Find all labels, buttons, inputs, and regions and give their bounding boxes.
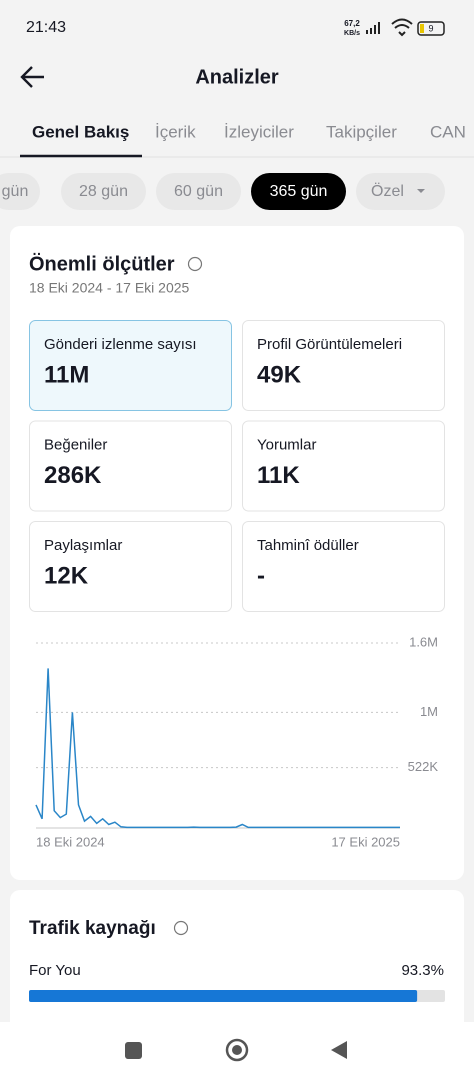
net-speed: 67,2 bbox=[344, 19, 360, 28]
info-icon[interactable] bbox=[173, 920, 189, 936]
traffic-value: 93.3% bbox=[401, 962, 444, 979]
x-label: 18 Eki 2024 bbox=[36, 834, 105, 849]
net-unit: KB/s bbox=[344, 30, 360, 37]
metric-label: Paylaşımlar bbox=[44, 537, 122, 554]
range-label: Özel bbox=[371, 182, 404, 200]
range-label: gün bbox=[2, 183, 29, 200]
range-label: 28 gün bbox=[79, 183, 128, 200]
traffic-label: For You bbox=[29, 962, 81, 979]
y-tick-label: 522K bbox=[408, 759, 439, 774]
metric-card[interactable] bbox=[29, 521, 232, 612]
battery-text: 9 bbox=[428, 23, 433, 33]
metric-value: 11M bbox=[44, 361, 89, 388]
date-range: 18 Eki 2024 - 17 Eki 2025 bbox=[29, 280, 190, 296]
wifi-icon bbox=[391, 18, 413, 37]
info-icon[interactable] bbox=[187, 256, 203, 272]
dropdown-caret bbox=[417, 189, 425, 193]
range-label: 60 gün bbox=[174, 183, 223, 200]
tab[interactable]: Genel Bakış bbox=[32, 122, 129, 141]
metric-card[interactable] bbox=[242, 320, 445, 411]
range-pill[interactable] bbox=[61, 173, 146, 210]
metric-value: - bbox=[257, 562, 265, 589]
nav-home-dot bbox=[232, 1045, 242, 1055]
metric-label: Yorumlar bbox=[257, 436, 316, 453]
signal bbox=[366, 22, 380, 34]
status-time: 21:43 bbox=[26, 19, 66, 36]
y-tick-label: 1.6M bbox=[409, 634, 438, 649]
metric-value: 49K bbox=[257, 361, 302, 388]
x-label: 17 Eki 2025 bbox=[331, 834, 400, 849]
tab[interactable]: Takipçiler bbox=[326, 122, 397, 141]
metric-card[interactable] bbox=[242, 420, 445, 512]
metric-label: Beğeniler bbox=[44, 436, 107, 453]
range-label: 365 gün bbox=[270, 183, 328, 200]
metric-card[interactable] bbox=[29, 320, 232, 411]
metric-value: 11K bbox=[257, 462, 300, 489]
metric-label: Tahminî ödüller bbox=[257, 537, 359, 554]
range-pill[interactable] bbox=[356, 173, 445, 210]
header-title: Analizler bbox=[195, 66, 279, 88]
range-pill[interactable] bbox=[251, 173, 346, 210]
y-tick-label: 1M bbox=[420, 704, 438, 719]
traffic-bar bbox=[29, 990, 418, 1002]
views-line bbox=[35, 668, 400, 829]
back-button[interactable] bbox=[20, 66, 44, 88]
tab[interactable]: İzleyiciler bbox=[224, 122, 294, 141]
top-bg bbox=[0, 0, 474, 160]
battery-level bbox=[420, 24, 424, 33]
metric-value: 286K bbox=[44, 462, 102, 489]
metric-value: 12K bbox=[44, 562, 89, 589]
metric-card[interactable] bbox=[242, 521, 445, 612]
tab[interactable]: CAN bbox=[430, 122, 466, 141]
traffic-title: Trafik kaynağı bbox=[29, 918, 156, 939]
metrics-title: Önemli ölçütler bbox=[29, 252, 175, 275]
metric-card[interactable] bbox=[29, 420, 232, 512]
range-pill[interactable] bbox=[0, 173, 40, 210]
nav-recent[interactable] bbox=[125, 1042, 142, 1059]
metric-label: Gönderi izlenme sayısı bbox=[44, 336, 197, 353]
nav-home[interactable] bbox=[225, 1038, 249, 1062]
battery bbox=[417, 21, 445, 36]
range-pill[interactable] bbox=[156, 173, 241, 210]
tab[interactable]: İçerik bbox=[155, 122, 196, 141]
metric-label: Profil Görüntülemeleri bbox=[257, 336, 402, 353]
nav-back[interactable] bbox=[331, 1041, 347, 1059]
